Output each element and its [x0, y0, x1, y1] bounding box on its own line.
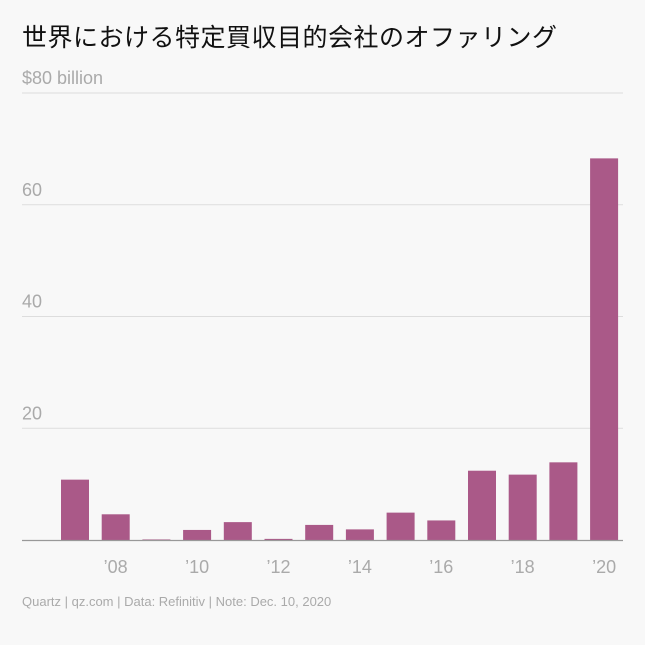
bar-2017 [468, 470, 496, 540]
bar-2012 [264, 538, 293, 540]
y-tick-label: 60 [22, 180, 42, 200]
x-tick-label: ’18 [511, 557, 535, 577]
bar-2013 [305, 524, 334, 540]
bar-2010 [183, 529, 212, 540]
chart-title: 世界における特定買収目的会社のオファリング [22, 23, 558, 52]
bar-2014 [345, 529, 374, 540]
bar-2020 [590, 158, 619, 540]
x-tick-label: ’12 [266, 557, 290, 577]
bar-2016 [427, 520, 456, 540]
bar-2015 [386, 512, 415, 540]
chart-footer: Quartz | qz.com | Data: Refinitiv | Note… [22, 594, 332, 609]
bar-2008 [101, 514, 130, 540]
x-tick-label: ’16 [429, 557, 453, 577]
bar-2019 [549, 462, 578, 540]
y-tick-label: $80 billion [22, 68, 103, 88]
bar-2009 [142, 539, 171, 540]
x-tick-label: ’14 [348, 557, 372, 577]
y-tick-label: 20 [22, 403, 42, 423]
bar-2011 [223, 522, 252, 540]
x-tick-label: ’20 [592, 557, 616, 577]
bar-2018 [508, 474, 537, 540]
y-tick-label: 40 [22, 292, 42, 312]
bar-2007 [61, 479, 89, 540]
x-tick-label: ’10 [185, 557, 209, 577]
x-tick-label: ’08 [104, 557, 128, 577]
